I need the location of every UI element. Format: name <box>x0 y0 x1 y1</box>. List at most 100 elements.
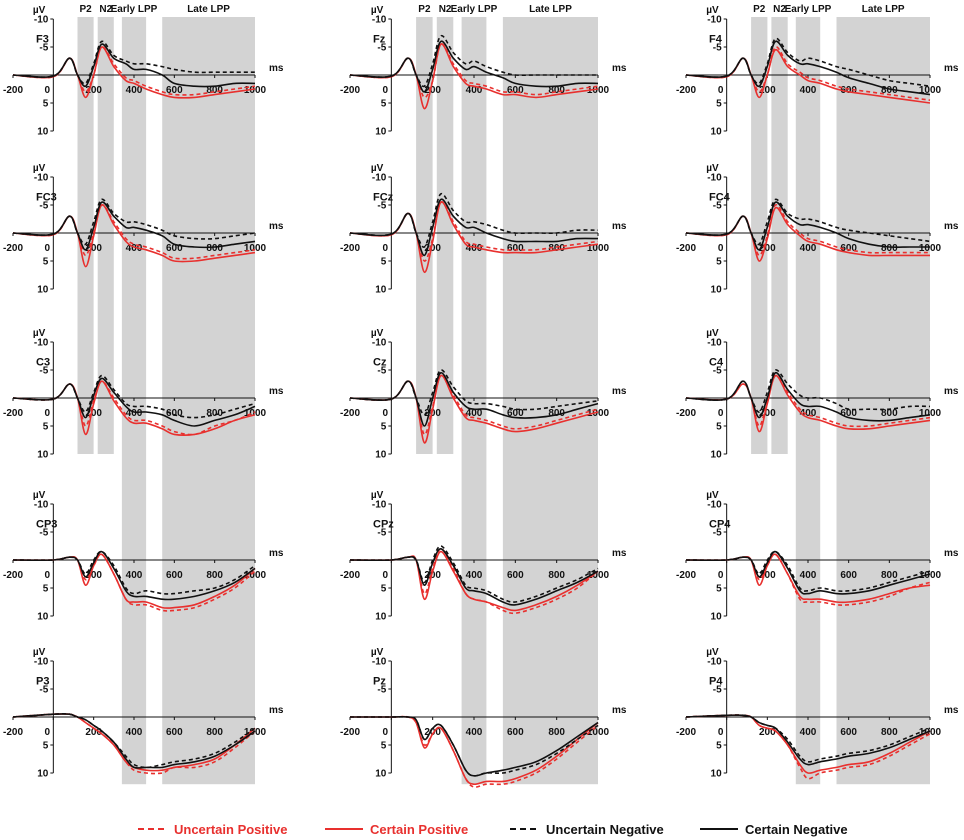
x-tick-label: 1000 <box>587 408 610 419</box>
series-line-certain-negative <box>685 40 931 96</box>
y-tick-label: 10 <box>37 612 49 623</box>
series-line-uncertain-negative <box>12 550 256 595</box>
x-tick-label: 200 <box>85 570 102 581</box>
y-tick-label: -5 <box>713 43 722 54</box>
panel-cp4: -10 -5 5 10 -200 0 200 400 600 800 1000 µV ms CP4 <box>676 490 959 623</box>
x-tick-label: 200 <box>759 85 776 96</box>
y-tick-label: -10 <box>707 500 722 511</box>
panel-p4: -10 -5 5 10 -200 0 200 400 600 800 1000 µV ms P4 <box>676 647 959 780</box>
x-tick-label: -200 <box>340 570 360 581</box>
x-tick-label: 1000 <box>587 243 610 254</box>
y-tick-label: -5 <box>39 201 48 212</box>
x-tick-label: 800 <box>206 243 223 254</box>
y-tick-label: -10 <box>34 500 49 511</box>
x-tick-label: -200 <box>676 727 696 738</box>
window-label-late-lpp-col-2: Late LPP <box>529 4 572 15</box>
x-tick-label: 200 <box>424 85 441 96</box>
channel-name: FC3 <box>36 192 57 204</box>
x-tick-label: 600 <box>507 570 524 581</box>
y-tick-label: -5 <box>377 43 386 54</box>
y-tick-label: 5 <box>43 422 49 433</box>
x-tick-label: 1000 <box>244 727 267 738</box>
x-tick-label: 1000 <box>587 85 610 96</box>
window-p2-col-3 <box>751 17 768 454</box>
x-tick-label: 400 <box>126 408 143 419</box>
legend-item-certain-positive: Certain Positive <box>325 822 468 837</box>
y-tick-label: -10 <box>707 338 722 349</box>
x-unit-label: ms <box>612 705 627 716</box>
y-unit-label: µV <box>706 490 719 501</box>
y-tick-label: -10 <box>707 657 722 668</box>
x-tick-label: 400 <box>126 727 143 738</box>
x-tick-label: 800 <box>881 243 898 254</box>
y-tick-label: 10 <box>711 127 723 138</box>
x-tick-label: 1000 <box>919 570 942 581</box>
y-tick-label: -10 <box>372 15 387 26</box>
y-tick-label: 5 <box>381 257 387 268</box>
x-tick-label: 200 <box>759 243 776 254</box>
channel-name: Pz <box>373 676 386 688</box>
x-tick-label: 1000 <box>244 570 267 581</box>
panel-fcz: -10 -5 5 10 -200 0 200 400 600 800 1000 µV ms FCz <box>340 163 627 296</box>
x-tick-label: 1000 <box>919 727 942 738</box>
channel-name: CPz <box>373 519 394 531</box>
x-tick-label: 200 <box>424 570 441 581</box>
x-tick-label: 600 <box>507 85 524 96</box>
x-tick-label: -200 <box>676 408 696 419</box>
x-tick-label: 600 <box>507 408 524 419</box>
channel-name: P3 <box>36 676 49 688</box>
x-tick-label: 0 <box>383 570 389 581</box>
x-tick-label: 400 <box>466 570 483 581</box>
x-unit-label: ms <box>269 63 284 74</box>
x-tick-label: 1000 <box>919 243 942 254</box>
x-tick-label: -200 <box>676 85 696 96</box>
x-tick-label: 600 <box>166 570 183 581</box>
y-tick-label: -5 <box>39 685 48 696</box>
y-unit-label: µV <box>706 328 719 339</box>
series-line-certain-negative <box>685 371 931 422</box>
panel-fc3: -10 -5 5 10 -200 0 200 400 600 800 1000 µV ms FC3 <box>3 163 284 296</box>
panel-cp3: -10 -5 5 10 -200 0 200 400 600 800 1000 µV ms CP3 <box>3 490 284 623</box>
x-unit-label: ms <box>269 221 284 232</box>
x-unit-label: ms <box>269 548 284 559</box>
channel-name: C4 <box>709 357 724 369</box>
window-label-p2-col-2: P2 <box>418 4 431 15</box>
legend-label: Uncertain Positive <box>174 822 287 837</box>
x-unit-label: ms <box>269 705 284 716</box>
legend-label: Certain Negative <box>745 822 848 837</box>
x-unit-label: ms <box>269 386 284 397</box>
y-tick-label: -5 <box>377 528 386 539</box>
x-tick-label: 800 <box>548 408 565 419</box>
x-tick-label: 200 <box>85 243 102 254</box>
x-tick-label: 200 <box>759 727 776 738</box>
y-tick-label: 10 <box>375 127 387 138</box>
x-tick-label: 600 <box>166 243 183 254</box>
legend: Uncertain Positive Certain Positive Uncert… <box>138 822 848 837</box>
x-tick-label: 800 <box>881 85 898 96</box>
y-tick-label: -10 <box>34 657 49 668</box>
window-label-early-lpp-col-2: Early LPP <box>451 4 498 15</box>
x-tick-label: 800 <box>548 570 565 581</box>
panel-c4: -10 -5 5 10 -200 0 200 400 600 800 1000 µV ms C4 <box>676 328 959 461</box>
series-line-uncertain-negative <box>349 192 599 248</box>
y-tick-label: -5 <box>713 201 722 212</box>
x-tick-label: -200 <box>340 243 360 254</box>
channel-name: Cz <box>373 357 387 369</box>
x-tick-label: 400 <box>126 243 143 254</box>
window-late-lpp-col-2 <box>502 17 598 785</box>
x-tick-label: 200 <box>85 727 102 738</box>
y-tick-label: 10 <box>711 450 723 461</box>
series-line-certain-positive <box>349 715 599 786</box>
y-unit-label: µV <box>371 163 384 174</box>
x-tick-label: 600 <box>166 727 183 738</box>
y-tick-label: 5 <box>43 99 49 110</box>
y-tick-label: 10 <box>375 285 387 296</box>
x-tick-label: 400 <box>466 408 483 419</box>
x-tick-label: 400 <box>800 570 817 581</box>
window-label-late-lpp-col-1: Late LPP <box>187 4 230 15</box>
y-tick-label: 5 <box>43 257 49 268</box>
window-label-p2-col-1: P2 <box>79 4 92 15</box>
x-unit-label: ms <box>944 386 959 397</box>
y-tick-label: 10 <box>711 285 723 296</box>
legend-label: Certain Positive <box>370 822 468 837</box>
